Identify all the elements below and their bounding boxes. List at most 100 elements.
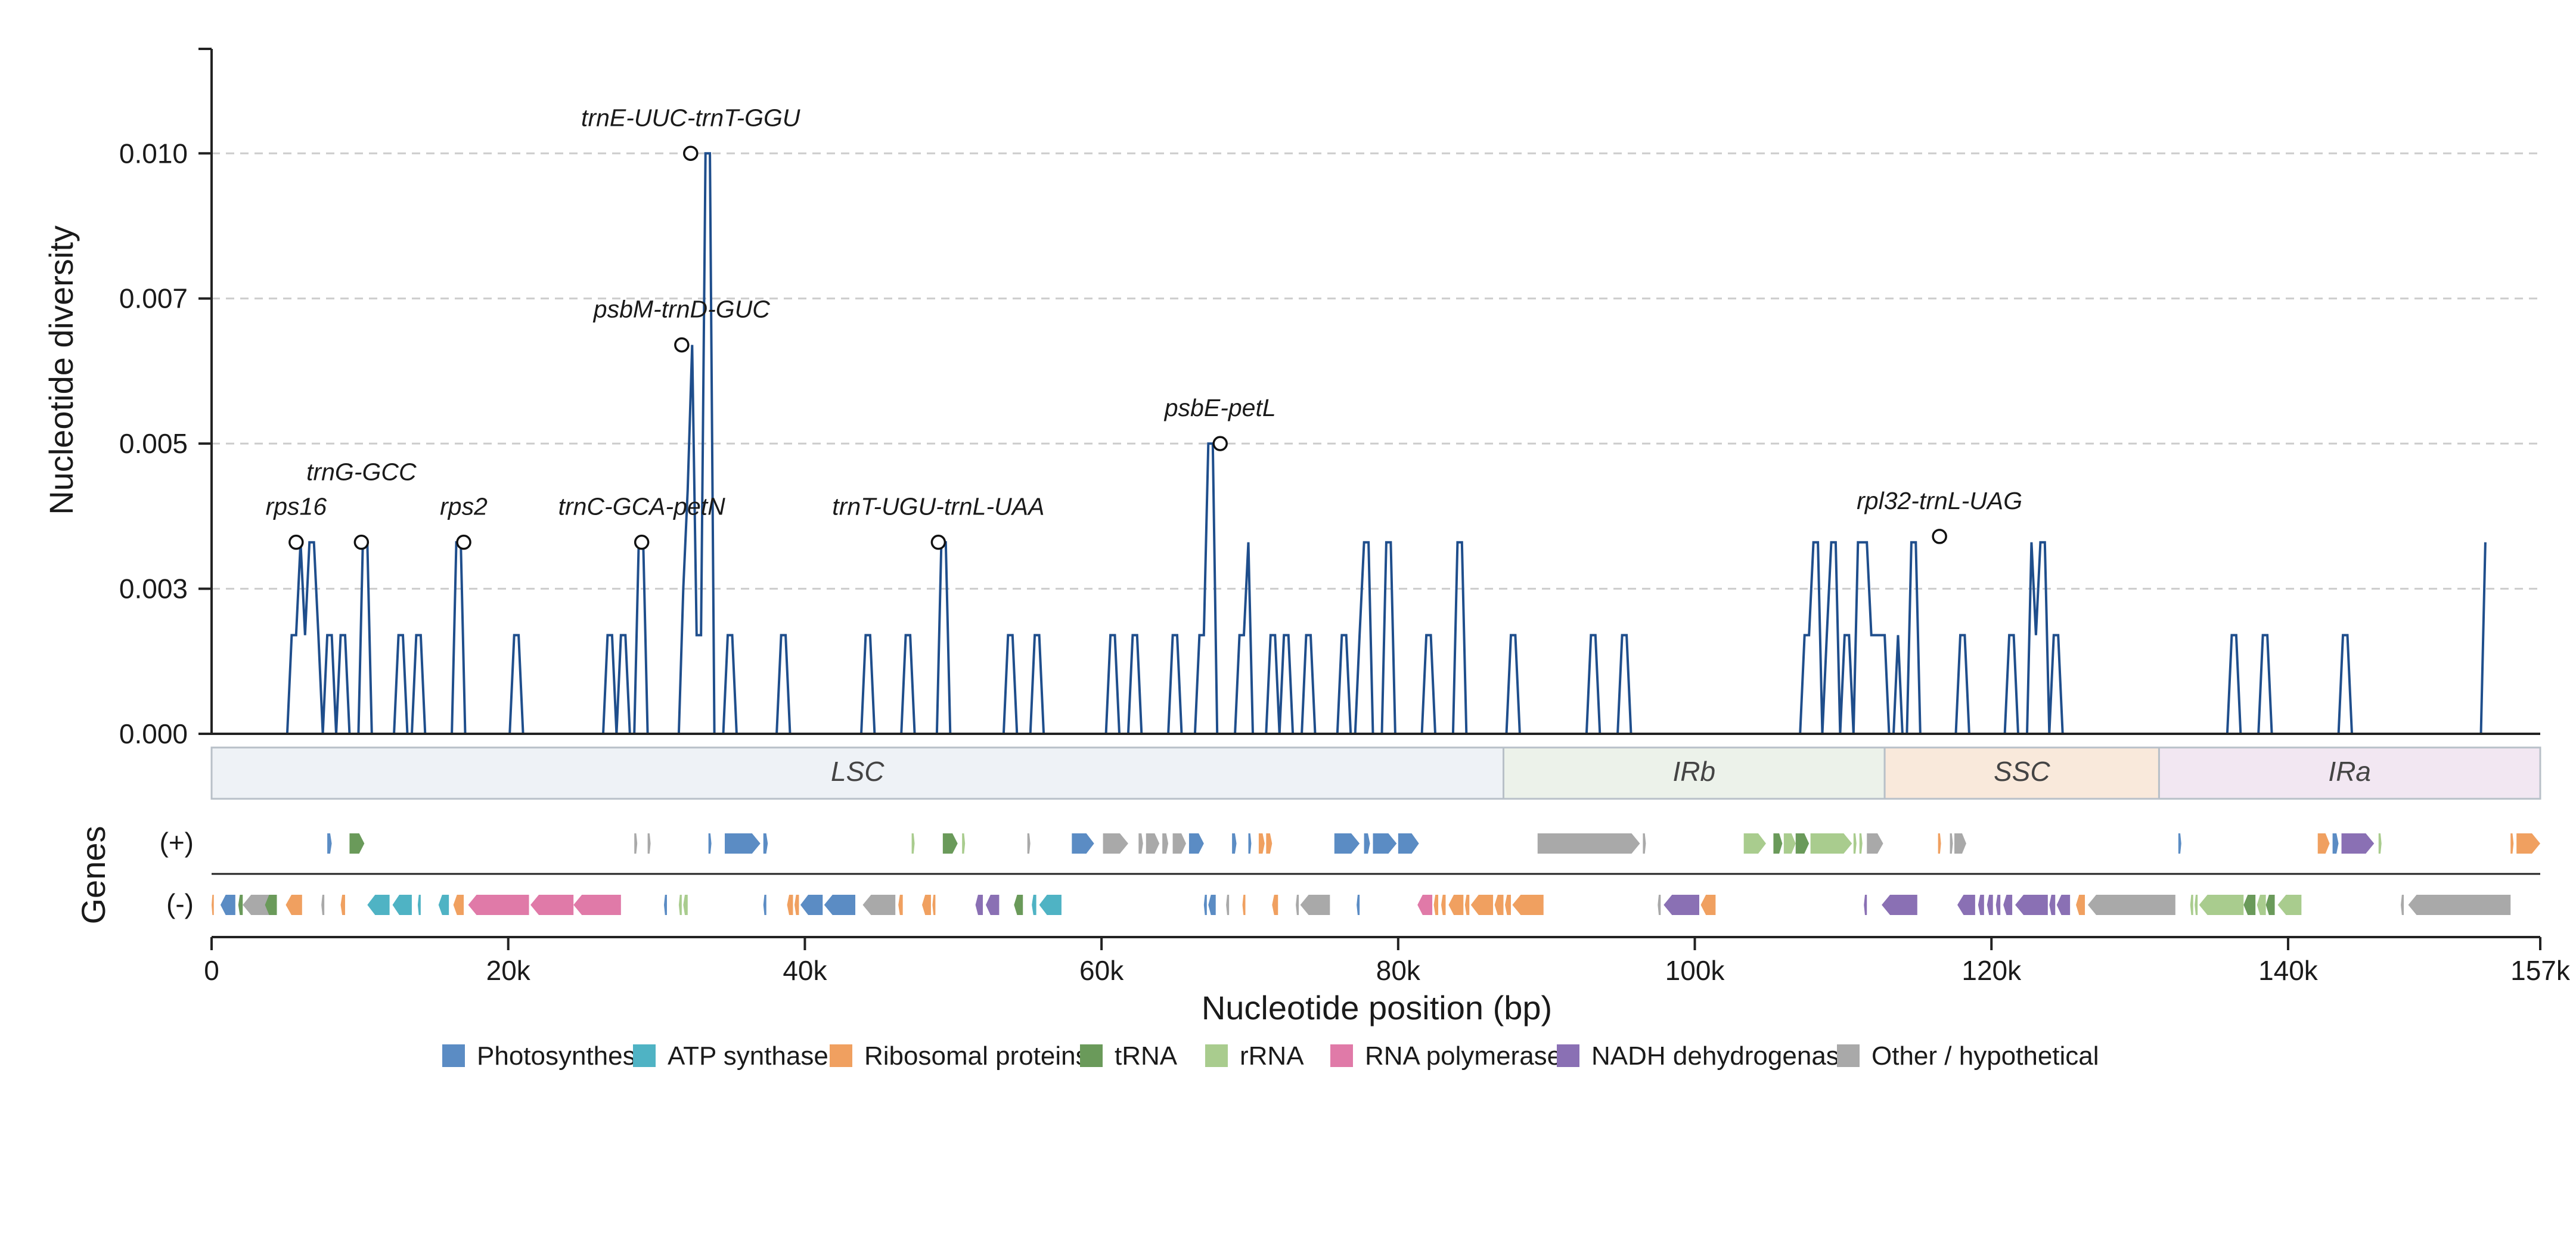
gene-block bbox=[1864, 895, 1867, 915]
gene-block bbox=[942, 833, 958, 854]
peak-label: trnT-UGU-trnL-UAA bbox=[832, 493, 1044, 520]
gene-block bbox=[367, 895, 390, 915]
x-tick-label: 0 bbox=[204, 955, 219, 986]
legend-swatch bbox=[633, 1044, 656, 1067]
gene-block bbox=[800, 895, 823, 915]
legend-label: NADH dehydrogenase bbox=[1591, 1041, 1854, 1071]
region-ira bbox=[2158, 746, 2541, 800]
legend-label: Photosynthesis bbox=[477, 1041, 654, 1071]
legend-label: Ribosomal proteins bbox=[864, 1041, 1089, 1071]
gene-block bbox=[2178, 833, 2181, 854]
legend-label: ATP synthase bbox=[668, 1041, 828, 1071]
gene-block bbox=[2195, 895, 2198, 915]
y-tick-label: 0.007 bbox=[119, 283, 188, 314]
gene-block bbox=[1138, 833, 1143, 854]
gene-block bbox=[1978, 895, 1984, 915]
peak-marker bbox=[634, 534, 650, 550]
strand-label-plus: (+) bbox=[160, 827, 194, 858]
gene-block bbox=[1783, 833, 1796, 854]
gene-block bbox=[1987, 895, 1993, 915]
peak-marker bbox=[683, 145, 699, 162]
peak-marker bbox=[1212, 436, 1228, 451]
gene-block bbox=[2056, 895, 2071, 915]
gene-block bbox=[634, 833, 638, 854]
legend-swatch bbox=[1205, 1044, 1228, 1067]
y-tick-label: 0.000 bbox=[119, 718, 188, 749]
gene-block bbox=[1226, 895, 1230, 915]
peak-annotations: rps16 trnG-GCC rps2 trnC-GCA-petN psbM-trnD-… bbox=[266, 104, 2022, 550]
peak-marker bbox=[288, 534, 304, 550]
gene-block bbox=[1027, 833, 1031, 854]
gene-block bbox=[1658, 895, 1661, 915]
gene-block bbox=[265, 895, 277, 915]
gene-block bbox=[2049, 895, 2056, 915]
gene-block bbox=[1162, 833, 1169, 854]
region-bar: LSC IRb SSC IRa bbox=[210, 746, 2541, 800]
legend-swatch bbox=[1837, 1044, 1860, 1067]
gene-block bbox=[2408, 895, 2511, 915]
legend-label: Other / hypothetical bbox=[1872, 1041, 2099, 1071]
gene-block bbox=[2076, 895, 2085, 915]
gene-block bbox=[2087, 895, 2175, 915]
gene-block bbox=[438, 895, 449, 915]
gene-block bbox=[2199, 895, 2244, 915]
region-label: SSC bbox=[1994, 756, 2050, 787]
x-tick-label: 100k bbox=[1665, 955, 1725, 986]
x-axis-title: Nucleotide position (bp) bbox=[1202, 989, 1552, 1026]
gene-block bbox=[1643, 833, 1646, 854]
gene-block bbox=[911, 833, 915, 854]
gene-block bbox=[824, 895, 856, 915]
gene-block bbox=[417, 895, 421, 915]
legend-swatch bbox=[442, 1044, 465, 1067]
region-lsc bbox=[210, 746, 1505, 800]
gridlines bbox=[212, 152, 2540, 590]
gene-block bbox=[1512, 895, 1544, 915]
gene-block bbox=[1995, 895, 2001, 915]
strand-label-minus: (-) bbox=[166, 888, 194, 919]
peak-label: psbM-trnD-GUC bbox=[592, 296, 771, 323]
gene-block bbox=[1470, 895, 1494, 915]
gene-block bbox=[1014, 895, 1023, 915]
gene-block bbox=[1203, 895, 1207, 915]
gene-block bbox=[763, 833, 768, 854]
legend-label: tRNA bbox=[1115, 1041, 1178, 1071]
legend-swatch bbox=[1080, 1044, 1103, 1067]
gene-block bbox=[1867, 833, 1883, 854]
gene-block bbox=[1795, 833, 1810, 854]
gene-block bbox=[975, 895, 983, 915]
peak-marker bbox=[930, 534, 946, 550]
gene-block bbox=[1032, 895, 1036, 915]
gene-block bbox=[794, 895, 799, 915]
gene-block bbox=[1954, 833, 1966, 854]
gene-block bbox=[1743, 833, 1766, 854]
x-tick-label: 157k bbox=[2510, 955, 2571, 986]
gene-block bbox=[1537, 833, 1640, 854]
gene-block bbox=[1334, 833, 1360, 854]
gene-tracks: (+) (-) bbox=[160, 827, 2540, 919]
gene-block bbox=[1188, 833, 1204, 854]
gene-block bbox=[932, 895, 936, 915]
gene-block bbox=[922, 895, 931, 915]
gene-block bbox=[1448, 895, 1464, 915]
gene-block bbox=[1208, 895, 1216, 915]
gene-block bbox=[2003, 895, 2013, 915]
gene-block bbox=[1103, 833, 1128, 854]
y-axis-title: Nucleotide diversity bbox=[42, 225, 80, 515]
gene-block bbox=[285, 895, 302, 915]
gene-block bbox=[340, 895, 345, 915]
gene-block bbox=[1494, 895, 1504, 915]
gene-block bbox=[1146, 833, 1160, 854]
gene-block bbox=[664, 895, 667, 915]
x-tick-label: 40k bbox=[783, 955, 827, 986]
gene-block bbox=[392, 895, 412, 915]
gene-block bbox=[321, 895, 325, 915]
gene-block bbox=[212, 895, 214, 915]
gene-block bbox=[1242, 895, 1246, 915]
gene-block bbox=[763, 895, 766, 915]
gene-block bbox=[573, 895, 621, 915]
gene-block bbox=[1258, 833, 1265, 854]
gene-block bbox=[1957, 895, 1975, 915]
gene-block bbox=[1859, 833, 1863, 854]
gene-block bbox=[1938, 833, 1941, 854]
